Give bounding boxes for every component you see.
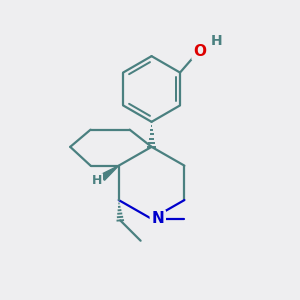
Polygon shape — [100, 166, 119, 180]
Text: H: H — [211, 34, 222, 48]
Text: O: O — [193, 44, 206, 59]
Text: N: N — [152, 211, 164, 226]
Text: H: H — [92, 174, 102, 187]
